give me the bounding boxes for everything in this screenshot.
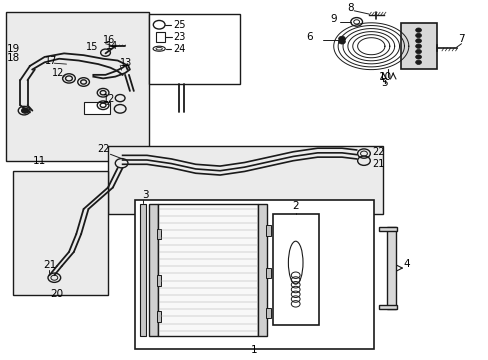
Bar bbox=[400, 23, 436, 69]
Text: 15: 15 bbox=[86, 42, 98, 52]
Text: 16: 16 bbox=[103, 35, 115, 45]
Bar bbox=[135, 200, 373, 348]
Text: 12: 12 bbox=[52, 68, 64, 78]
Circle shape bbox=[415, 44, 421, 48]
Bar bbox=[265, 225, 270, 235]
Bar bbox=[157, 229, 161, 239]
Ellipse shape bbox=[288, 241, 303, 284]
Text: 12: 12 bbox=[103, 94, 115, 104]
Text: 19: 19 bbox=[6, 44, 20, 54]
Text: 5: 5 bbox=[381, 77, 387, 87]
Bar bbox=[156, 32, 164, 42]
Bar bbox=[378, 227, 396, 231]
Bar bbox=[265, 308, 270, 318]
Text: 2: 2 bbox=[292, 201, 298, 211]
Ellipse shape bbox=[153, 46, 165, 51]
Text: 13: 13 bbox=[120, 58, 132, 68]
Bar bbox=[5, 12, 149, 161]
Bar bbox=[108, 147, 383, 215]
Text: 11: 11 bbox=[33, 156, 46, 166]
Text: 25: 25 bbox=[172, 20, 185, 30]
Bar bbox=[386, 227, 395, 309]
Text: 4: 4 bbox=[402, 260, 409, 270]
Circle shape bbox=[415, 33, 421, 38]
Bar bbox=[378, 305, 396, 309]
Circle shape bbox=[415, 39, 421, 43]
Bar bbox=[272, 215, 319, 325]
Bar bbox=[258, 204, 266, 336]
Bar bbox=[149, 204, 158, 336]
Ellipse shape bbox=[156, 48, 162, 50]
Text: 18: 18 bbox=[6, 53, 20, 63]
Circle shape bbox=[415, 49, 421, 54]
Circle shape bbox=[415, 28, 421, 32]
Bar bbox=[265, 269, 270, 278]
Bar bbox=[158, 204, 258, 336]
Text: 8: 8 bbox=[346, 3, 353, 13]
Text: 10: 10 bbox=[378, 72, 391, 82]
Text: 21: 21 bbox=[43, 260, 56, 270]
Text: 3: 3 bbox=[142, 190, 148, 200]
Bar bbox=[157, 311, 161, 322]
Text: 1: 1 bbox=[250, 345, 257, 355]
Text: 21: 21 bbox=[371, 159, 384, 169]
Text: 22: 22 bbox=[97, 144, 109, 154]
Text: 9: 9 bbox=[330, 14, 336, 24]
Text: 14: 14 bbox=[105, 41, 118, 51]
Circle shape bbox=[415, 55, 421, 59]
Bar bbox=[157, 275, 161, 286]
Text: 22: 22 bbox=[371, 148, 384, 157]
Text: 20: 20 bbox=[50, 289, 63, 299]
Text: 17: 17 bbox=[44, 56, 57, 66]
Bar bbox=[13, 171, 108, 295]
Circle shape bbox=[415, 60, 421, 64]
Circle shape bbox=[338, 36, 345, 41]
Bar bbox=[83, 102, 110, 114]
Bar bbox=[140, 204, 145, 336]
Circle shape bbox=[21, 108, 28, 113]
Text: 23: 23 bbox=[173, 32, 185, 42]
Circle shape bbox=[338, 39, 345, 44]
Text: 24: 24 bbox=[172, 44, 185, 54]
Text: 7: 7 bbox=[457, 33, 464, 44]
Bar bbox=[149, 14, 239, 84]
Text: 6: 6 bbox=[305, 32, 312, 42]
